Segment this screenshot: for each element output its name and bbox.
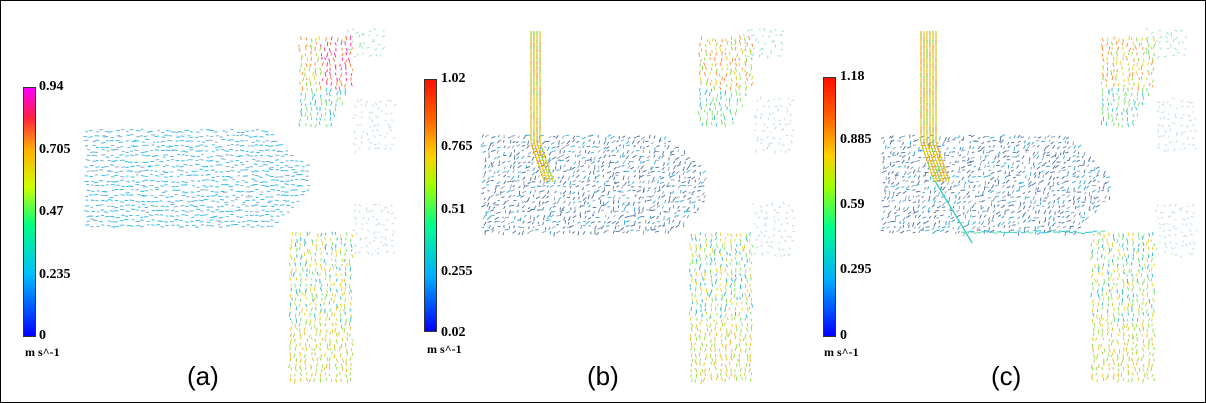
- panel-b-tick-mid: 0.51: [441, 202, 466, 217]
- panel-c-tick-3: 0.885: [840, 132, 872, 147]
- panel-c-flow-field: [880, 28, 1198, 383]
- panel-c-tick-mid: 0.59: [840, 197, 865, 212]
- panel-b-flow-field: [480, 27, 796, 385]
- panel-c-tick-max: 1.18: [840, 69, 865, 84]
- panel-c-caption: (c): [991, 361, 1022, 391]
- panel-a-tick-3: 0.705: [39, 142, 71, 157]
- panel-a-tick-min: 0: [39, 328, 46, 343]
- panel-c-tick-min: 0: [840, 328, 847, 343]
- panel-a-colorbar: [23, 87, 36, 337]
- panel-a-flow-field: [83, 27, 397, 384]
- panel-b-tick-1: 0.255: [441, 264, 473, 279]
- panel-a-caption: (a): [187, 361, 219, 391]
- panel-b-colorbar: [424, 79, 437, 332]
- panel-a-tick-1: 0.235: [39, 267, 71, 282]
- panel-b-unit: m s^-1: [427, 342, 462, 356]
- panel-b-tick-max: 1.02: [441, 71, 466, 86]
- panel-a-unit: m s^-1: [25, 345, 60, 359]
- panel-c-unit: m s^-1: [824, 345, 859, 359]
- panel-b-caption: (b): [587, 361, 619, 391]
- panel-b-tick-min: 0.02: [441, 325, 466, 340]
- panel-c-colorbar: [823, 77, 836, 337]
- panel-a-tick-mid: 0.47: [39, 204, 64, 219]
- panel-c-tick-1: 0.295: [840, 262, 872, 277]
- panel-b-tick-3: 0.765: [441, 139, 473, 154]
- panel-a-tick-max: 0.94: [39, 79, 64, 94]
